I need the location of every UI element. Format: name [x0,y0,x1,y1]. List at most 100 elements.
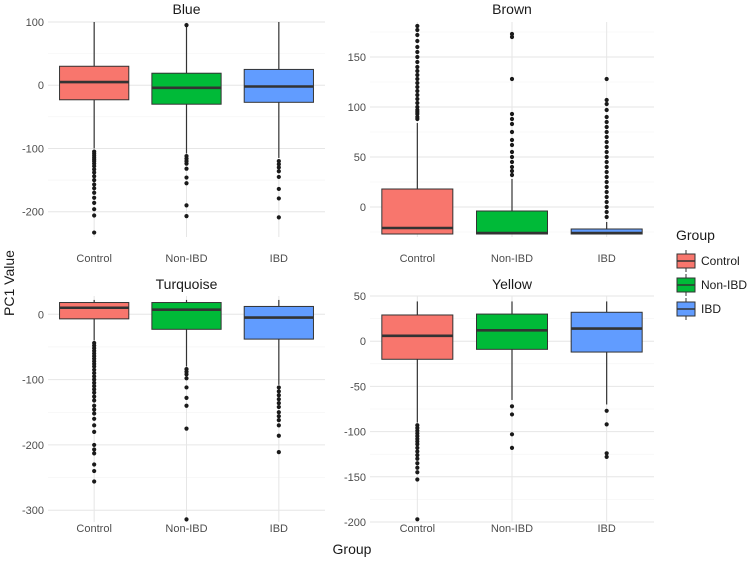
outlier-point [415,442,420,447]
y-tick-label: 0 [360,202,366,214]
x-tick-label: IBD [597,253,615,265]
outlier-point [92,447,97,452]
legend-item-non-ibd: Non-IBD [676,274,747,296]
panel-title: Turquoise [156,276,218,292]
y-tick-label: 0 [38,80,44,92]
outlier-point [92,200,97,205]
outlier-point [509,76,515,82]
outlier-point [92,364,97,369]
outlier-point [604,408,609,413]
outlier-point [276,389,281,394]
outlier-point [604,114,609,120]
outlier-point [276,401,281,406]
outlier-point [604,134,609,140]
box-ibd [570,301,643,460]
y-tick-label: -150 [344,472,366,484]
outlier-point [509,154,515,160]
outlier-point [276,423,281,428]
outlier-point [92,384,97,389]
x-tick-label: Control [76,253,111,265]
outlier-point [276,393,281,398]
outlier-point [92,230,97,235]
legend-label: Control [701,254,740,268]
outlier-point [415,54,420,60]
box-ibd [243,22,314,220]
legend-label: Non-IBD [701,278,747,292]
box-body [151,302,222,330]
box-non-ibd [151,23,222,219]
outlier-point [604,119,609,125]
outlier-point [92,416,97,421]
outlier-point [509,129,515,135]
outlier-point [92,367,97,372]
box-ibd [570,76,643,235]
y-tick-label: -100 [22,375,44,387]
y-axis-title: PC1 Value [1,250,17,316]
outlier-point [509,111,515,117]
box-control [59,22,130,235]
x-tick-label: Control [76,523,111,535]
x-tick-label: IBD [597,523,615,535]
outlier-point [276,418,281,423]
outlier-point [415,461,420,466]
outlier-point [415,445,420,450]
outlier-point [92,390,97,395]
outlier-point [604,451,609,456]
panel-brown: 150 100 50 0 Brown Control Non-IBD IBD [348,1,654,265]
outlier-point [184,166,189,171]
outlier-point [509,168,515,174]
outlier-point [92,429,97,434]
box-non-ibd [476,31,548,235]
outlier-point [92,170,97,175]
outlier-point [509,116,515,122]
outlier-point [92,374,97,379]
outlier-point [92,164,97,169]
outlier-point [184,403,189,408]
panel-title: Yellow [492,276,533,292]
outlier-point [92,398,97,403]
y-tick-label: -200 [22,207,44,219]
outlier-point [92,387,97,392]
x-tick-label: Control [400,253,435,265]
box-body [381,188,454,235]
outlier-point [604,199,609,205]
outlier-point [604,107,609,113]
outlier-point [415,517,420,522]
box-body [243,305,314,340]
outlier-point [415,59,420,65]
outlier-point [92,423,97,428]
y-tick-label: -100 [22,143,44,155]
legend-label: IBD [701,302,721,316]
outlier-point [604,174,609,180]
x-tick-label: Control [400,523,435,535]
outlier-point [92,370,97,376]
outlier-point [92,411,97,416]
outlier-point [604,139,609,145]
legend-item-ibd: IBD [676,298,721,320]
box-non-ibd [476,301,548,450]
outlier-point [509,404,515,409]
outlier-point [184,376,189,381]
outlier-point [276,433,281,438]
y-tick-label: 0 [38,309,44,321]
outlier-point [509,31,515,37]
outlier-point [276,169,281,174]
outlier-point [276,414,281,419]
box-control [381,23,454,235]
y-tick-label: -50 [350,381,366,393]
outlier-point [184,517,189,522]
outlier-point [604,101,609,107]
outlier-point [92,195,97,200]
outlier-point [604,124,609,130]
box-body [476,313,548,350]
outlier-point [415,453,420,458]
box-ibd [243,299,314,455]
outlier-point [276,186,281,192]
y-tick-label: 0 [360,336,366,348]
outlier-point [184,23,189,28]
y-tick-label: -100 [344,427,366,439]
outlier-point [92,177,97,183]
box-control [59,299,130,484]
outlier-point [184,161,189,166]
